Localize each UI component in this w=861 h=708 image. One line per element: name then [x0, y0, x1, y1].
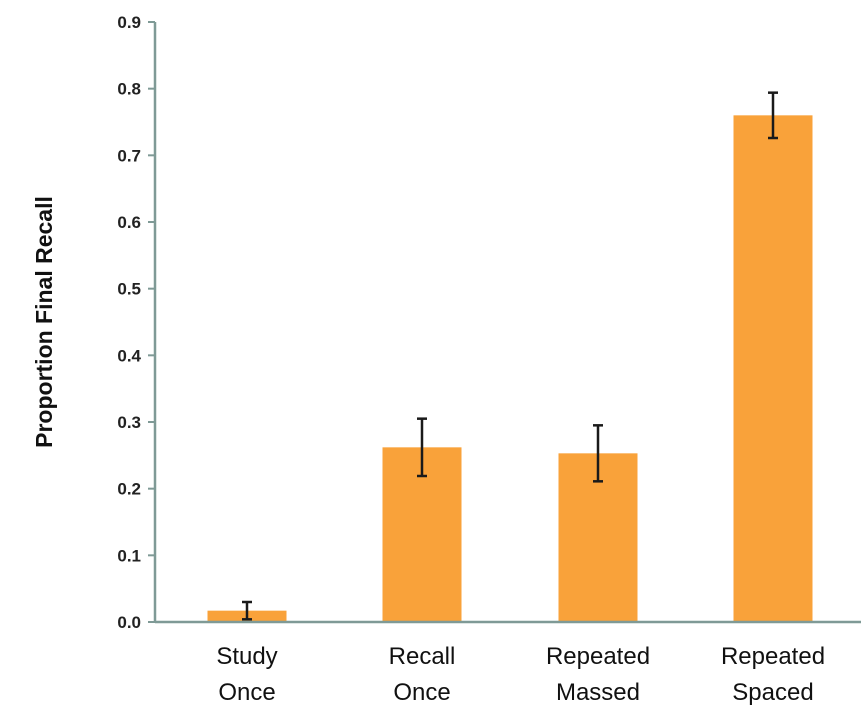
- y-tick-label: 0.7: [117, 146, 141, 165]
- x-category-label: Repeated: [721, 643, 825, 670]
- x-category-label: Once: [393, 679, 450, 706]
- bars: [207, 115, 813, 622]
- y-tick-label: 0.4: [117, 346, 141, 365]
- y-tick-label: 0.6: [117, 213, 141, 232]
- x-category-label: Recall: [389, 643, 456, 670]
- y-tick-label: 0.5: [117, 280, 141, 299]
- error-bar: [242, 600, 252, 621]
- bar: [733, 115, 813, 622]
- y-axis-label: Proportion Final Recall: [31, 196, 57, 448]
- y-tick-label: 0.1: [117, 546, 141, 565]
- x-category-label: Repeated: [546, 643, 650, 670]
- x-category-label: Once: [218, 679, 275, 706]
- x-category-label: Study: [216, 643, 277, 670]
- y-tick-label: 0.0: [117, 613, 141, 632]
- x-category-label: Massed: [556, 679, 640, 706]
- y-tick-label: 0.8: [117, 80, 141, 99]
- error-bar: [417, 417, 427, 478]
- error-bar: [593, 424, 603, 483]
- y-axis-ticks: 0.0 0.1 0.2 0.3 0.4 0.5 0.6 0.7 0.8 0.9: [117, 13, 155, 632]
- x-axis-categories: Study Once Recall Once Repeated Massed Repeate…: [216, 643, 825, 706]
- y-tick-label: 0.3: [117, 413, 141, 432]
- y-tick-label: 0.9: [117, 13, 141, 32]
- error-bar: [768, 91, 778, 140]
- error-bars: [242, 91, 778, 621]
- x-category-label: Spaced: [732, 679, 813, 706]
- y-tick-label: 0.2: [117, 480, 141, 499]
